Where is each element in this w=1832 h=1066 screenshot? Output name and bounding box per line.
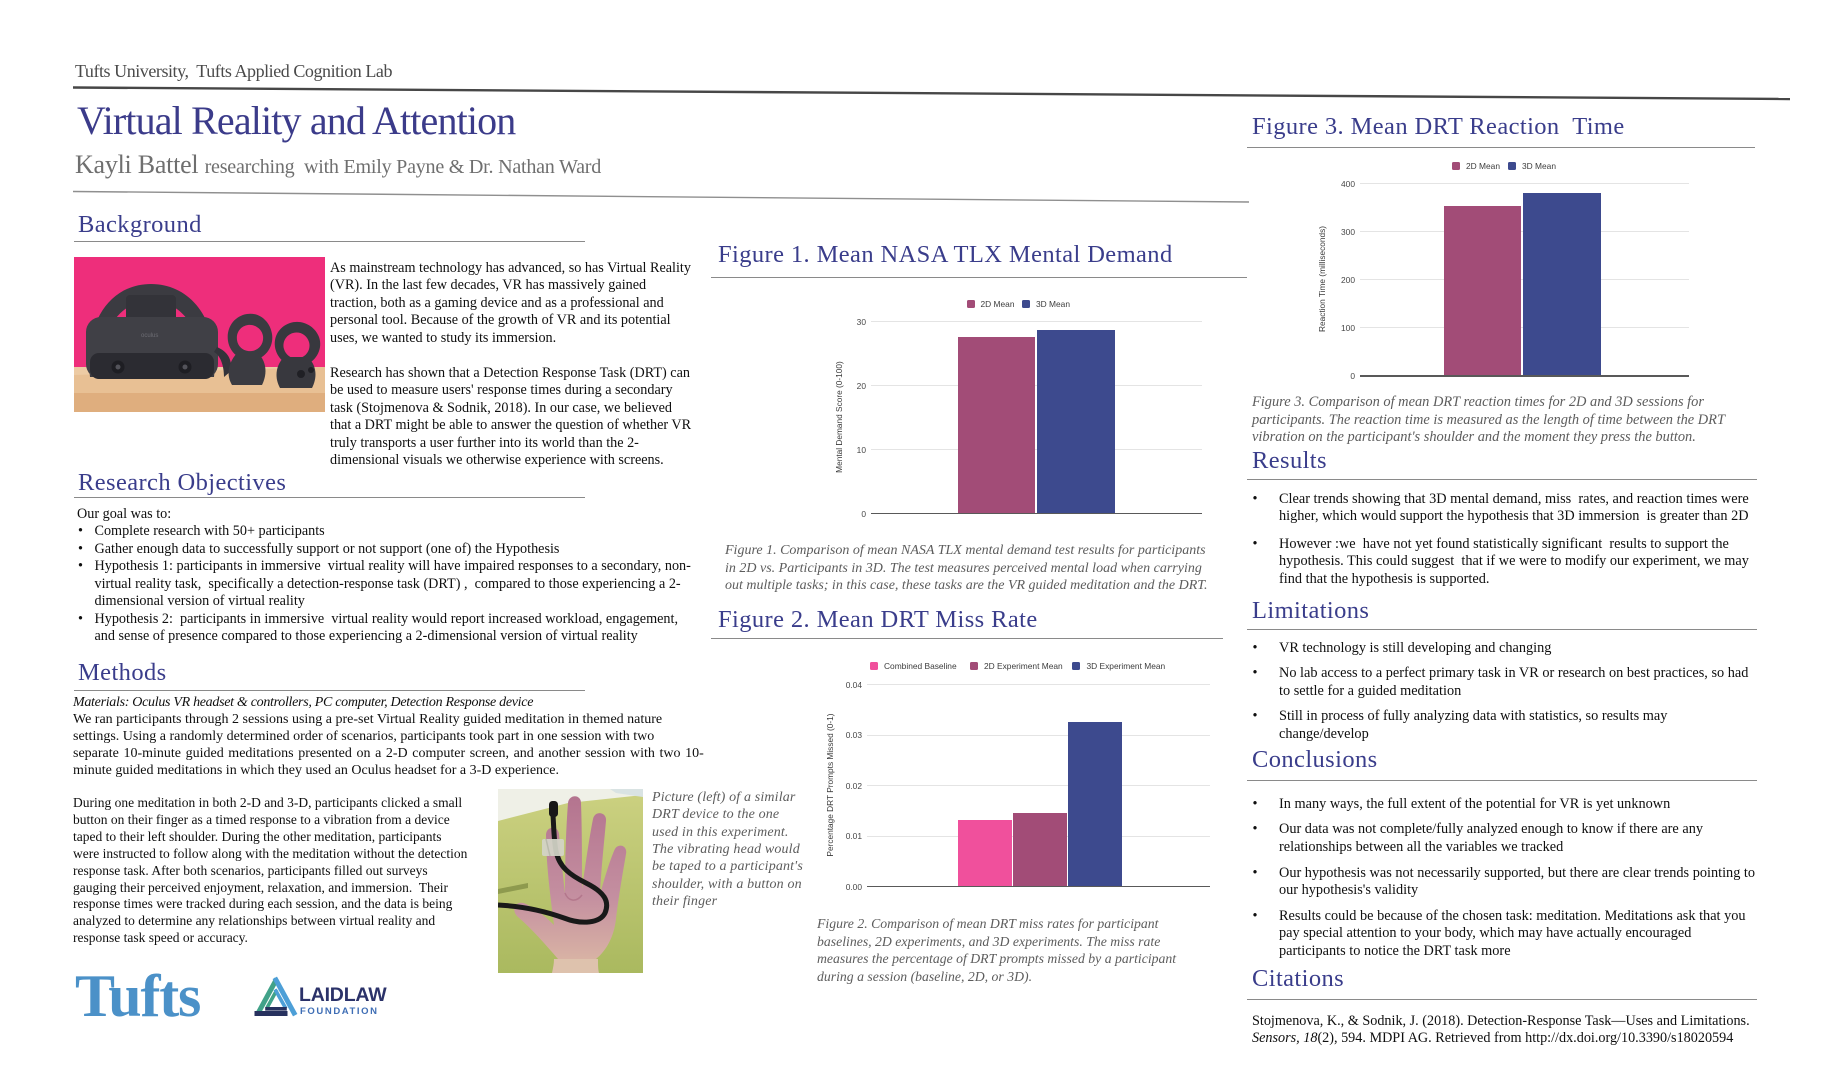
svg-text:oculus: oculus [141, 333, 158, 339]
